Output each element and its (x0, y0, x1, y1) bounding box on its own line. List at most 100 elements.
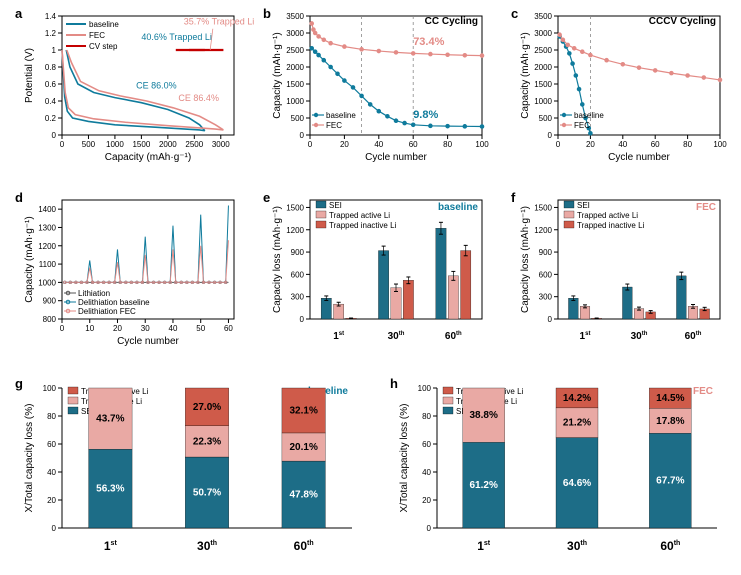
svg-text:1500: 1500 (286, 80, 304, 89)
svg-text:14.2%: 14.2% (563, 393, 591, 404)
svg-text:baseline: baseline (438, 202, 478, 213)
svg-text:Cycle number: Cycle number (365, 152, 427, 163)
svg-text:600: 600 (291, 270, 305, 279)
svg-text:60: 60 (651, 140, 660, 149)
svg-text:40: 40 (422, 468, 431, 477)
svg-text:Capacity (mAh·g⁻¹): Capacity (mAh·g⁻¹) (24, 216, 35, 302)
svg-text:500: 500 (291, 114, 305, 123)
svg-text:Capacity (mAh·g⁻¹): Capacity (mAh·g⁻¹) (105, 152, 191, 163)
svg-text:2500: 2500 (286, 46, 304, 55)
svg-text:X/Total capacity loss (%): X/Total capacity loss (%) (24, 404, 35, 513)
svg-text:FEC: FEC (89, 31, 105, 40)
svg-text:3500: 3500 (286, 12, 304, 21)
svg-text:500: 500 (82, 140, 96, 149)
svg-text:3500: 3500 (534, 12, 552, 21)
svg-text:100: 100 (418, 384, 432, 393)
svg-text:FEC: FEC (326, 121, 342, 130)
svg-text:1200: 1200 (286, 226, 304, 235)
svg-text:0: 0 (300, 131, 305, 140)
svg-text:100: 100 (713, 140, 727, 149)
svg-text:67.7%: 67.7% (656, 476, 684, 487)
svg-text:32.1%: 32.1% (289, 405, 317, 416)
svg-text:0: 0 (60, 140, 65, 149)
svg-text:SEI: SEI (577, 201, 590, 210)
svg-text:500: 500 (539, 114, 553, 123)
svg-text:1st: 1st (333, 331, 344, 342)
svg-text:2000: 2000 (286, 63, 304, 72)
svg-text:9.8%: 9.8% (413, 109, 438, 121)
svg-text:14.5%: 14.5% (656, 393, 684, 404)
svg-text:60th: 60th (445, 331, 462, 342)
svg-text:100: 100 (475, 140, 489, 149)
svg-text:300: 300 (539, 293, 553, 302)
svg-text:3000: 3000 (212, 140, 230, 149)
svg-text:60: 60 (47, 440, 56, 449)
svg-text:38.8%: 38.8% (469, 410, 497, 421)
svg-text:60: 60 (409, 140, 418, 149)
svg-text:0: 0 (427, 524, 432, 533)
svg-text:20: 20 (422, 496, 431, 505)
svg-text:Cycle number: Cycle number (117, 336, 179, 347)
svg-text:900: 900 (539, 248, 553, 257)
svg-text:20.1%: 20.1% (289, 442, 317, 453)
svg-text:1500: 1500 (534, 203, 552, 212)
svg-text:Potential (V): Potential (V) (24, 48, 35, 103)
svg-text:1500: 1500 (534, 80, 552, 89)
svg-text:73.4%: 73.4% (413, 36, 444, 48)
svg-text:Trapped inactive Li: Trapped inactive Li (329, 221, 397, 230)
svg-text:Lithiation: Lithiation (78, 289, 110, 298)
svg-text:60th: 60th (685, 331, 702, 342)
svg-text:40: 40 (374, 140, 383, 149)
panel-g: 020406080100X/Total capacity loss (%)bas… (20, 378, 360, 558)
svg-text:64.6%: 64.6% (563, 478, 591, 489)
svg-text:0: 0 (308, 140, 313, 149)
svg-text:40: 40 (618, 140, 627, 149)
svg-text:61.2%: 61.2% (469, 480, 497, 491)
svg-text:3000: 3000 (534, 29, 552, 38)
svg-text:2500: 2500 (185, 140, 203, 149)
panel-h: 020406080100X/Total capacity loss (%)FEC… (395, 378, 725, 558)
svg-text:CE 86.4%: CE 86.4% (178, 93, 219, 103)
svg-text:27.0%: 27.0% (193, 402, 221, 413)
svg-text:2500: 2500 (534, 46, 552, 55)
svg-text:0.8: 0.8 (45, 63, 57, 72)
svg-text:1st: 1st (477, 539, 491, 553)
svg-text:30th: 30th (631, 331, 648, 342)
svg-text:CE 86.0%: CE 86.0% (136, 80, 177, 90)
svg-text:40: 40 (47, 468, 56, 477)
svg-text:1500: 1500 (286, 203, 304, 212)
svg-text:Capacity loss (mAh·g⁻¹): Capacity loss (mAh·g⁻¹) (272, 206, 283, 313)
svg-text:50.7%: 50.7% (193, 488, 221, 499)
svg-text:0: 0 (52, 131, 57, 140)
svg-text:0.2: 0.2 (45, 114, 57, 123)
svg-text:21.2%: 21.2% (563, 418, 591, 429)
svg-text:1400: 1400 (38, 205, 56, 214)
svg-text:1st: 1st (104, 539, 118, 553)
svg-text:80: 80 (443, 140, 452, 149)
svg-text:50: 50 (196, 324, 205, 333)
svg-text:CCCV Cycling: CCCV Cycling (649, 16, 716, 27)
svg-text:SEI: SEI (329, 201, 342, 210)
svg-text:60: 60 (422, 440, 431, 449)
svg-text:30th: 30th (197, 539, 217, 553)
svg-text:0: 0 (60, 324, 65, 333)
panel-a: 05001000150020002500300000.20.40.60.811.… (20, 8, 240, 163)
svg-text:300: 300 (291, 293, 305, 302)
svg-text:47.8%: 47.8% (289, 490, 317, 501)
svg-text:1: 1 (52, 46, 57, 55)
svg-text:80: 80 (422, 412, 431, 421)
svg-text:CC Cycling: CC Cycling (425, 16, 478, 27)
svg-text:35.7% Trapped Li: 35.7% Trapped Li (184, 17, 255, 27)
svg-text:Trapped inactive Li: Trapped inactive Li (577, 221, 645, 230)
svg-text:1200: 1200 (534, 226, 552, 235)
svg-text:20: 20 (340, 140, 349, 149)
panel-e: 030060090012001500Capacity loss (mAh·g⁻¹… (268, 192, 488, 347)
svg-text:1000: 1000 (38, 278, 56, 287)
svg-text:900: 900 (291, 248, 305, 257)
svg-text:0: 0 (52, 524, 57, 533)
svg-text:baseline: baseline (326, 111, 356, 120)
svg-text:2000: 2000 (159, 140, 177, 149)
svg-text:60th: 60th (660, 539, 680, 553)
svg-text:10: 10 (85, 324, 94, 333)
svg-text:0: 0 (548, 131, 553, 140)
